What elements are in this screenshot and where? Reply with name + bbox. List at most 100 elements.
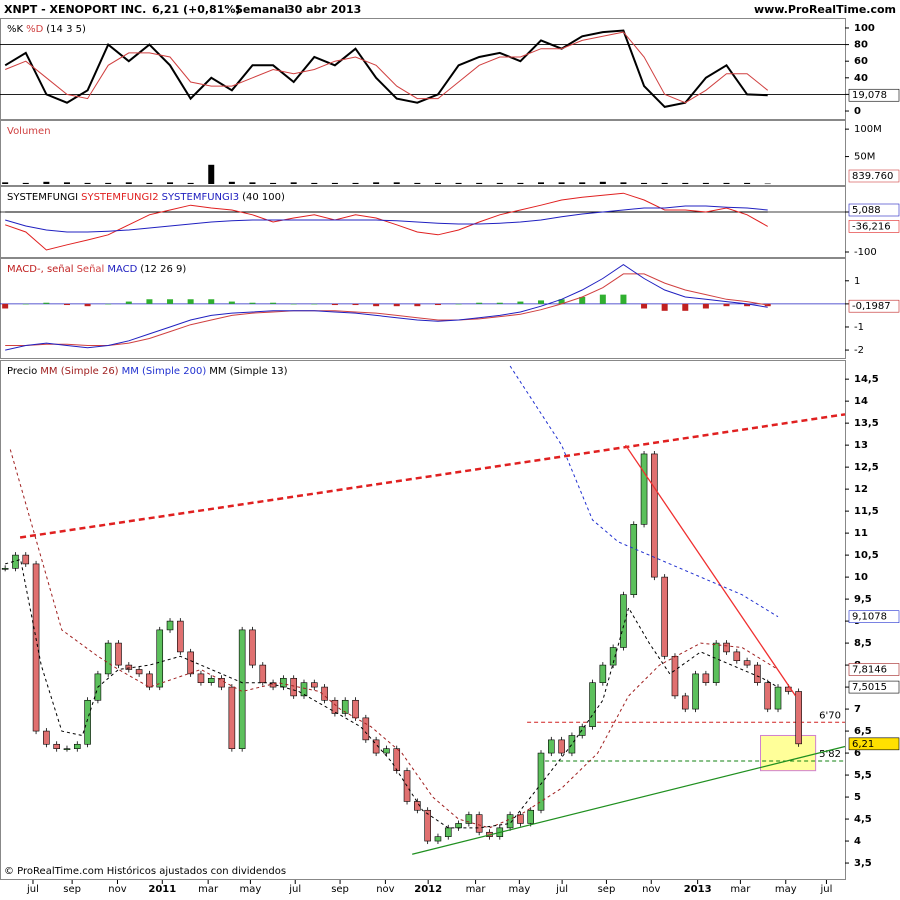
- site: www.ProRealTime.com: [754, 3, 896, 16]
- candle: [764, 682, 772, 710]
- last-value-tag: [848, 88, 900, 102]
- bar: [43, 181, 50, 184]
- bar: [125, 182, 132, 184]
- y-tick-label: 100M: [854, 124, 882, 135]
- x-tick-label: jul: [288, 884, 301, 895]
- bar: [105, 182, 112, 184]
- x-tick-label: nov: [642, 884, 660, 895]
- legend-entry: MM (Simple 13): [209, 366, 287, 377]
- bar: [434, 182, 441, 184]
- x-tick-label: mar: [198, 884, 219, 895]
- bar: [393, 182, 400, 184]
- series-line: [5, 205, 768, 233]
- legend-entry: SYSTEMFUNGI3: [162, 192, 239, 203]
- bar: [311, 182, 318, 184]
- x-tick-label: sep: [63, 884, 81, 895]
- candle: [115, 642, 122, 666]
- series-line: [5, 263, 768, 351]
- bar: [620, 182, 627, 184]
- y-tick-label: 80: [854, 40, 868, 51]
- bar: [373, 303, 380, 307]
- bar: [620, 294, 627, 304]
- last-value-label: 839.760: [852, 171, 893, 182]
- legend-entry: (14 3 5): [46, 24, 86, 35]
- candle: [249, 629, 256, 666]
- panel-frame: [0, 18, 846, 120]
- quote: 6,21 (+0,81%): [152, 3, 240, 16]
- candle: [414, 801, 421, 811]
- bar: [599, 294, 606, 304]
- bar: [558, 299, 565, 304]
- bar: [579, 296, 586, 304]
- bar: [290, 182, 297, 184]
- panel-legend: MACD-, señal Señal MACD (12 26 9): [7, 264, 186, 275]
- last-value-label: 7,5015: [852, 682, 887, 693]
- candle: [795, 691, 802, 745]
- panel-frame: [0, 258, 846, 359]
- bar: [702, 182, 709, 184]
- x-tick-label: 2013: [684, 884, 712, 895]
- last-value-tag: [848, 203, 900, 217]
- bar: [167, 299, 174, 304]
- candle: [197, 673, 205, 683]
- bar: [125, 301, 132, 304]
- bar: [641, 182, 648, 184]
- bar: [105, 303, 112, 305]
- candle: [300, 682, 308, 697]
- candle: [341, 699, 349, 714]
- candle: [207, 677, 215, 683]
- legend-entry: MACD: [107, 264, 137, 275]
- legend-entry: (12 26 9): [140, 264, 186, 275]
- y-tick-label: 13,5: [854, 418, 879, 429]
- bar: [270, 182, 277, 184]
- y-tick-label: 10: [854, 572, 868, 583]
- bar: [723, 182, 730, 184]
- bar: [414, 303, 421, 307]
- y-tick-label: 6,5: [854, 726, 872, 737]
- candle: [723, 642, 730, 653]
- x-tick-label: may: [240, 884, 262, 895]
- panel-legend: %K %D (14 3 5): [7, 24, 86, 35]
- last-value-tag: [848, 299, 900, 313]
- series-line: [509, 365, 779, 618]
- candle: [383, 748, 390, 754]
- x-tick-label: jul: [555, 884, 568, 895]
- legend-entry: MACD-, señal: [7, 264, 74, 275]
- candle: [393, 748, 401, 771]
- x-tick-label: 2012: [414, 884, 442, 895]
- candle: [238, 629, 246, 749]
- candle: [640, 453, 648, 525]
- candle: [558, 739, 565, 754]
- last-value-label: -0,1987: [852, 301, 891, 312]
- last-value-label: 7,8146: [852, 664, 887, 675]
- candle: [671, 655, 679, 697]
- bar: [249, 302, 256, 304]
- candle: [527, 809, 535, 824]
- y-tick-label: -1: [854, 322, 864, 333]
- bar: [538, 300, 545, 304]
- legend-entry: SYSTEMFUNGI2: [81, 192, 158, 203]
- footer: © ProRealTime.com Históricos ajustados c…: [4, 865, 286, 877]
- bar: [476, 302, 483, 304]
- y-tick-label: 12,5: [854, 462, 879, 473]
- bar: [63, 182, 70, 184]
- bar: [641, 303, 648, 309]
- candle: [177, 620, 184, 653]
- y-tick-label: 13: [854, 440, 868, 451]
- bar: [702, 303, 709, 309]
- bar: [208, 164, 215, 184]
- bar: [352, 303, 359, 306]
- candle: [774, 686, 782, 710]
- bar: [249, 182, 256, 184]
- candle: [146, 673, 153, 688]
- trendline: [412, 745, 846, 855]
- y-tick-label: 100: [854, 23, 875, 34]
- candle: [280, 677, 287, 688]
- x-tick-label: mar: [730, 884, 751, 895]
- legend-entry: Señal: [77, 264, 105, 275]
- candle: [310, 682, 318, 688]
- last-value-tag: [848, 220, 900, 233]
- candle: [331, 699, 339, 714]
- panel-frame: [0, 120, 846, 186]
